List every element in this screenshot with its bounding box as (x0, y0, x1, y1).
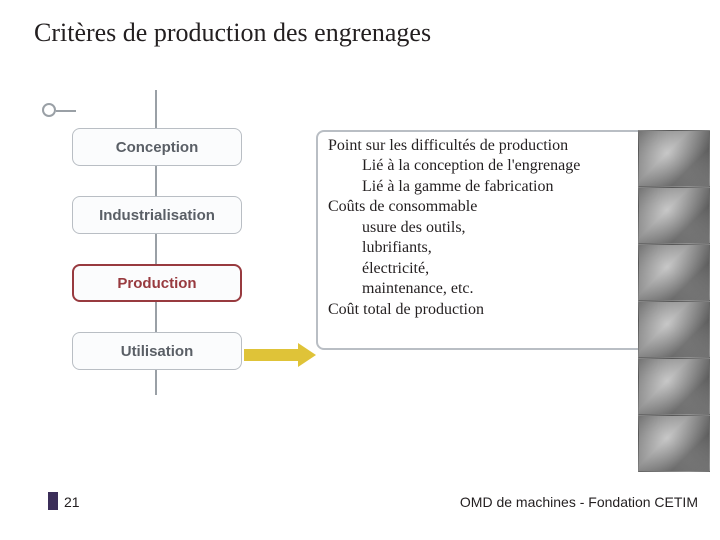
footer: 21 OMD de machines - Fondation CETIM (0, 500, 720, 528)
footer-credit: OMD de machines - Fondation CETIM (460, 494, 698, 510)
detail-line: maintenance, etc. (328, 279, 634, 299)
thumbnail-image (638, 187, 710, 244)
axis-origin-marker (42, 103, 56, 117)
stage-utilisation: Utilisation (72, 332, 242, 370)
thumbnail-image (638, 301, 710, 358)
detail-line: Lié à la conception de l'engrenage (328, 156, 634, 176)
callout-arrow-head (298, 343, 316, 367)
callout-arrow-shaft (244, 349, 298, 361)
stage-production: Production (72, 264, 242, 302)
thumbnail-image (638, 358, 710, 415)
detail-line: lubrifiants, (328, 238, 634, 258)
detail-line: usure des outils, (328, 218, 634, 238)
content-area: Conception Industrialisation Production … (0, 48, 720, 468)
stage-industrialisation: Industrialisation (72, 196, 242, 234)
page-number: 21 (64, 494, 80, 510)
thumbnail-image (638, 130, 710, 187)
stage-label: Production (117, 275, 196, 292)
thumbnail-image (638, 415, 710, 472)
detail-line: électricité, (328, 259, 634, 279)
footer-accent (48, 492, 58, 510)
image-strip (638, 130, 710, 472)
stage-label: Conception (116, 139, 199, 156)
detail-line: Coût total de production (328, 300, 634, 320)
detail-line: Lié à la gamme de fabrication (328, 177, 634, 197)
detail-line: Point sur les difficultés de production (328, 136, 634, 156)
axis-origin-stem (56, 110, 76, 112)
stage-label: Industrialisation (99, 207, 215, 224)
detail-panel: Point sur les difficultés de productionL… (316, 130, 646, 350)
stage-conception: Conception (72, 128, 242, 166)
detail-line: Coûts de consommable (328, 197, 634, 217)
stage-label: Utilisation (121, 343, 194, 360)
thumbnail-image (638, 244, 710, 301)
page-title: Critères de production des engrenages (0, 0, 720, 48)
process-stages: Conception Industrialisation Production … (72, 128, 272, 400)
